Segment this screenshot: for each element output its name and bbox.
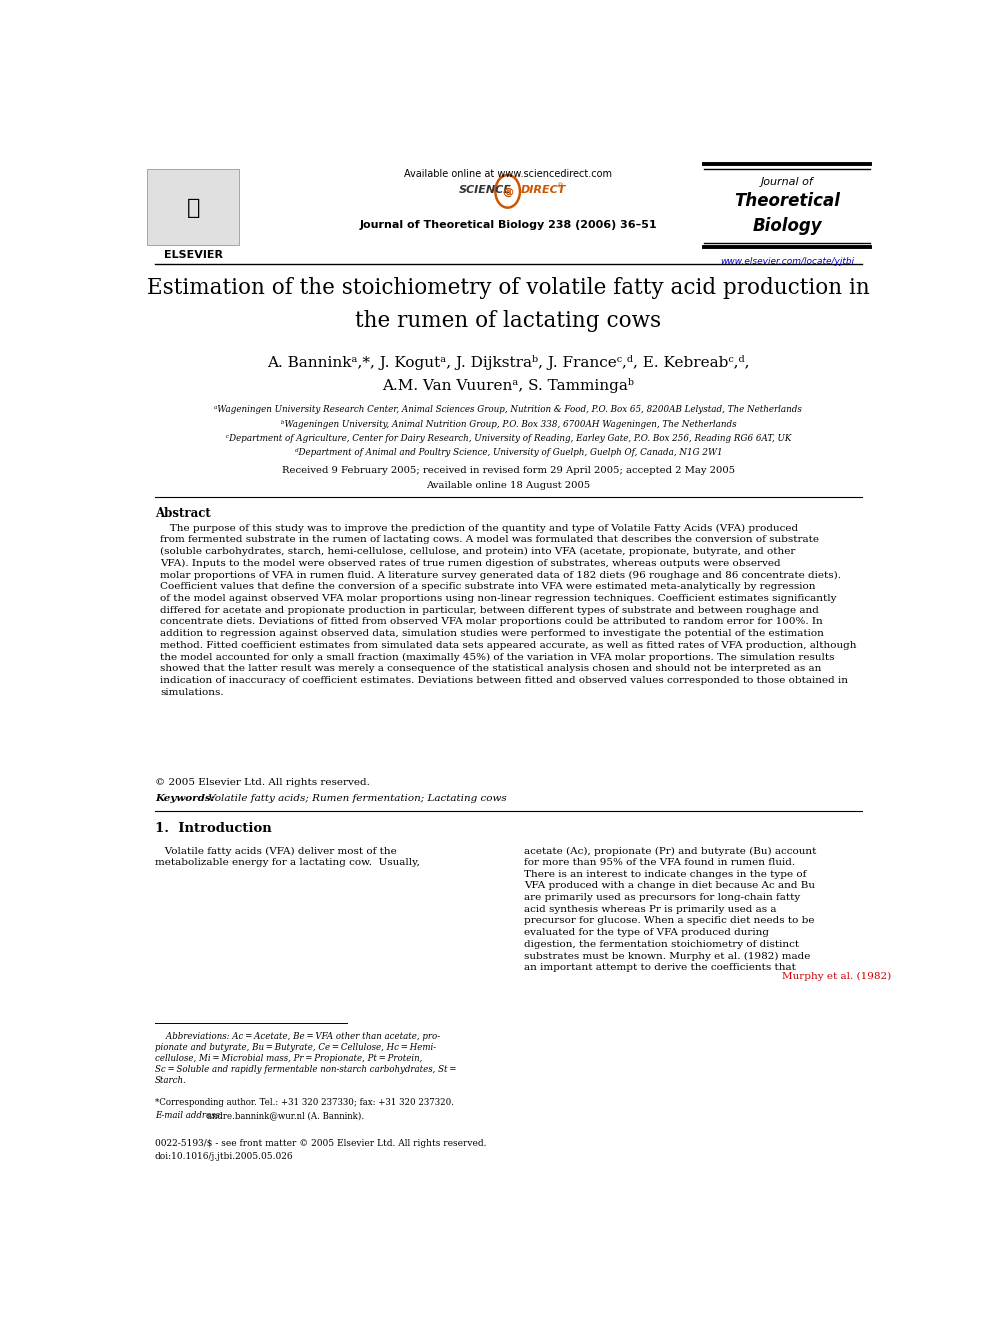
- Text: Biology: Biology: [752, 217, 822, 234]
- Text: ᵈDepartment of Animal and Poultry Science, University of Guelph, Guelph Of, Cana: ᵈDepartment of Animal and Poultry Scienc…: [295, 448, 722, 456]
- Text: Journal of: Journal of: [761, 177, 813, 187]
- Text: Received 9 February 2005; received in revised form 29 April 2005; accepted 2 May: Received 9 February 2005; received in re…: [282, 467, 735, 475]
- Text: acetate (Ac), propionate (Pr) and butyrate (Bu) account
for more than 95% of the: acetate (Ac), propionate (Pr) and butyra…: [524, 847, 816, 972]
- Text: doi:10.1016/j.jtbi.2005.05.026: doi:10.1016/j.jtbi.2005.05.026: [155, 1152, 294, 1162]
- Text: Available online 18 August 2005: Available online 18 August 2005: [427, 480, 590, 490]
- Text: Estimation of the stoichiometry of volatile fatty acid production in: Estimation of the stoichiometry of volat…: [147, 277, 870, 299]
- Text: The purpose of this study was to improve the prediction of the quantity and type: The purpose of this study was to improve…: [160, 524, 857, 696]
- Text: Abstract: Abstract: [155, 507, 210, 520]
- Text: andre.bannink@wur.nl (A. Bannink).: andre.bannink@wur.nl (A. Bannink).: [207, 1111, 364, 1121]
- Text: 0022-5193/$ - see front matter © 2005 Elsevier Ltd. All rights reserved.: 0022-5193/$ - see front matter © 2005 El…: [155, 1139, 486, 1148]
- Text: *Corresponding author. Tel.: +31 320 237330; fax: +31 320 237320.: *Corresponding author. Tel.: +31 320 237…: [155, 1098, 453, 1107]
- Text: ELSEVIER: ELSEVIER: [164, 250, 222, 261]
- Text: the rumen of lactating cows: the rumen of lactating cows: [355, 310, 662, 332]
- Text: ᵃWageningen University Research Center, Animal Sciences Group, Nutrition & Food,: ᵃWageningen University Research Center, …: [214, 405, 803, 414]
- Text: Journal of Theoretical Biology 238 (2006) 36–51: Journal of Theoretical Biology 238 (2006…: [359, 220, 658, 230]
- Text: 1.  Introduction: 1. Introduction: [155, 822, 272, 835]
- Text: Keywords:: Keywords:: [155, 794, 214, 803]
- Text: 🌳: 🌳: [186, 197, 199, 218]
- Text: ᵇWageningen University, Animal Nutrition Group, P.O. Box 338, 6700AH Wageningen,: ᵇWageningen University, Animal Nutrition…: [281, 419, 736, 429]
- Text: ®: ®: [557, 183, 564, 189]
- Text: DIRECT: DIRECT: [521, 185, 566, 196]
- Text: A. Banninkᵃ,*, J. Kogutᵃ, J. Dijkstraᵇ, J. Franceᶜ,ᵈ, E. Kebreabᶜ,ᵈ,: A. Banninkᵃ,*, J. Kogutᵃ, J. Dijkstraᵇ, …: [267, 356, 750, 370]
- Text: ᶜDepartment of Agriculture, Center for Dairy Research, University of Reading, Ea: ᶜDepartment of Agriculture, Center for D…: [226, 434, 791, 443]
- Text: www.elsevier.com/locate/yjtbi: www.elsevier.com/locate/yjtbi: [720, 257, 854, 266]
- Text: E-mail address:: E-mail address:: [155, 1111, 222, 1121]
- Bar: [147, 169, 239, 245]
- Text: Theoretical: Theoretical: [734, 192, 840, 210]
- Text: SCIENCE: SCIENCE: [459, 185, 512, 196]
- Text: © 2005 Elsevier Ltd. All rights reserved.: © 2005 Elsevier Ltd. All rights reserved…: [155, 778, 370, 787]
- Text: @: @: [502, 188, 513, 197]
- Text: Volatile fatty acids (VFA) deliver most of the
metabolizable energy for a lactat: Volatile fatty acids (VFA) deliver most …: [155, 847, 420, 867]
- Text: Volatile fatty acids; Rumen fermentation; Lactating cows: Volatile fatty acids; Rumen fermentation…: [204, 794, 507, 803]
- Text: Available online at www.sciencedirect.com: Available online at www.sciencedirect.co…: [405, 169, 612, 179]
- Text: Murphy et al. (1982): Murphy et al. (1982): [782, 972, 892, 982]
- Text: A.M. Van Vuurenᵃ, S. Tammingaᵇ: A.M. Van Vuurenᵃ, S. Tammingaᵇ: [382, 378, 635, 393]
- Text: Abbreviations: Ac = Acetate, Be = VFA other than acetate, pro-
pionate and butyr: Abbreviations: Ac = Acetate, Be = VFA ot…: [155, 1032, 456, 1085]
